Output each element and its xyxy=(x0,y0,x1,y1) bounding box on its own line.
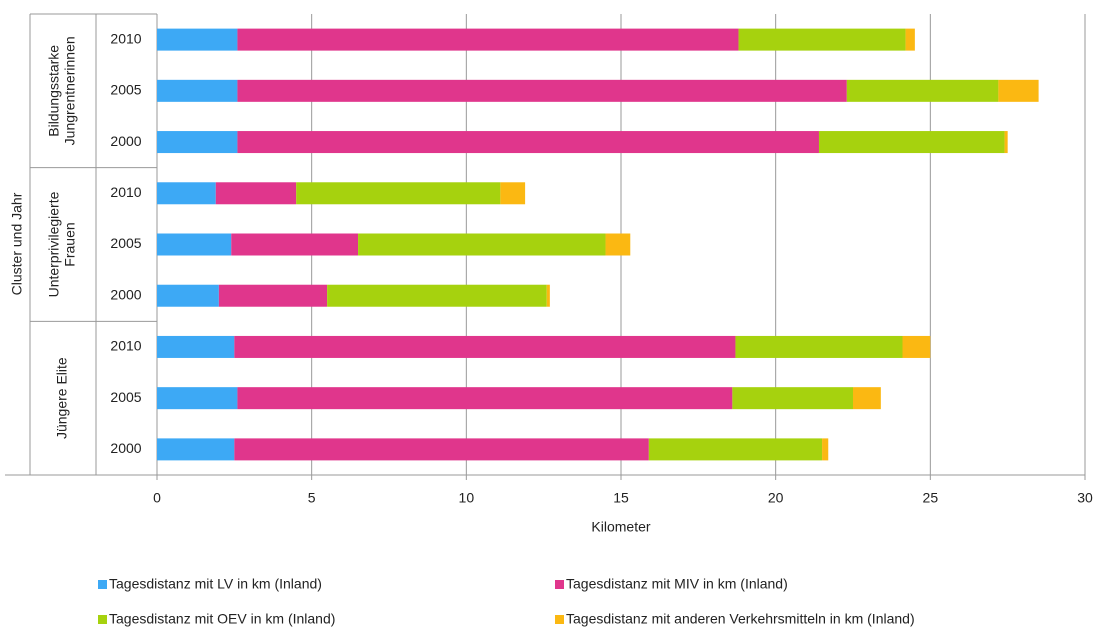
legend: Tagesdistanz mit LV in km (Inland) Tagesd… xyxy=(98,576,915,627)
bar-segment xyxy=(157,284,219,307)
bar-segment xyxy=(237,79,847,102)
legend-swatch xyxy=(98,580,107,589)
group-label: Frauen xyxy=(62,222,78,266)
x-tick-label: 15 xyxy=(613,490,629,506)
x-tick-label: 20 xyxy=(768,490,784,506)
bar-segment xyxy=(735,335,903,358)
bar-segment xyxy=(327,284,547,307)
bar-segment xyxy=(905,28,915,51)
bar-segment xyxy=(296,182,501,205)
legend-label: Tagesdistanz mit MIV in km (Inland) xyxy=(566,576,788,592)
bar-segment xyxy=(853,387,881,410)
bar-segment xyxy=(157,79,238,102)
bar-segment xyxy=(215,182,297,205)
bar-segment xyxy=(998,79,1039,102)
group-label: Jungrentnerinnen xyxy=(62,36,78,145)
legend-label: Tagesdistanz mit OEV in km (Inland) xyxy=(109,611,335,627)
bar-segment xyxy=(157,438,235,461)
y-tick-label: 2000 xyxy=(110,286,141,302)
bar-segment xyxy=(846,79,999,102)
x-tick-label: 5 xyxy=(308,490,316,506)
x-tick-label: 0 xyxy=(153,490,161,506)
bar-segment xyxy=(231,233,359,256)
legend-swatch xyxy=(555,615,564,624)
bar-segment xyxy=(822,438,829,461)
legend-label: Tagesdistanz mit LV in km (Inland) xyxy=(109,576,322,592)
legend-swatch xyxy=(555,580,564,589)
bar-segment xyxy=(358,233,606,256)
y-tick-label: 2010 xyxy=(110,338,141,354)
x-tick-label: 30 xyxy=(1077,490,1093,506)
bar-segment xyxy=(818,131,1005,154)
x-axis-label: Kilometer xyxy=(591,519,650,535)
x-tick-label: 10 xyxy=(459,490,475,506)
bar-segment xyxy=(237,387,733,410)
bar-segment xyxy=(157,335,235,358)
y-tick-label: 2005 xyxy=(110,235,141,251)
bar-segment xyxy=(157,387,238,410)
bar-segment xyxy=(902,335,931,358)
y-tick-label: 2010 xyxy=(110,184,141,200)
bar-segment xyxy=(648,438,823,461)
bar-segment xyxy=(237,131,819,154)
legend-swatch xyxy=(98,615,107,624)
bar-segment xyxy=(157,233,232,256)
legend-label: Tagesdistanz mit anderen Verkehrsmitteln… xyxy=(566,611,915,627)
bar-segment xyxy=(237,28,739,51)
y-tick-label: 2000 xyxy=(110,440,141,456)
group-label: Jüngere Elite xyxy=(54,357,70,439)
bar-segment xyxy=(738,28,906,51)
group-label: Unterprivilegierte xyxy=(46,191,62,297)
y-axis-label: Cluster und Jahr xyxy=(9,192,25,295)
bar-segment xyxy=(234,335,736,358)
bar-segment xyxy=(605,233,631,256)
bar-segment xyxy=(234,438,649,461)
bar-segment xyxy=(500,182,526,205)
bar-segment xyxy=(1004,131,1008,154)
bar-segment xyxy=(157,131,238,154)
y-tick-label: 2010 xyxy=(110,30,141,46)
y-tick-label: 2000 xyxy=(110,133,141,149)
y-tick-label: 2005 xyxy=(110,389,141,405)
group-label: Bildungsstarke xyxy=(46,45,62,137)
bar-segment xyxy=(157,28,238,51)
bar-segment xyxy=(218,284,328,307)
bar-segment xyxy=(157,182,216,205)
x-tick-label: 25 xyxy=(923,490,939,506)
y-tick-label: 2005 xyxy=(110,82,141,98)
bar-segment xyxy=(546,284,550,307)
bar-segment xyxy=(732,387,853,410)
